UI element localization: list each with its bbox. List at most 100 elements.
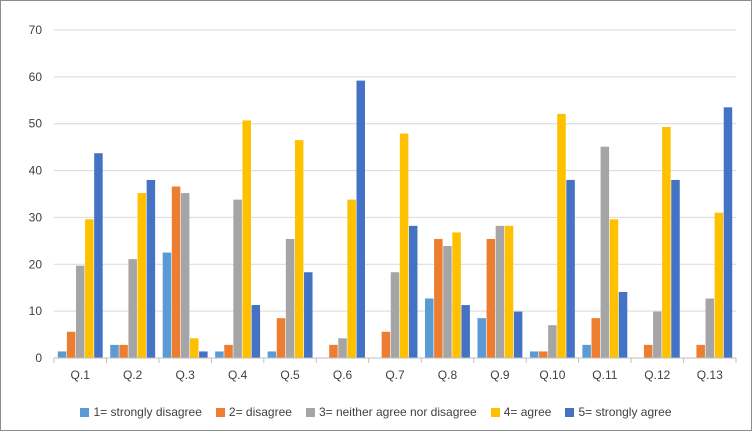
x-tick-label: Q.12 [644,368,670,382]
bar [171,186,181,358]
bar [591,318,600,358]
bar [304,272,313,358]
bar [513,311,523,358]
legend-item: 1= strongly disagree [80,405,202,419]
legend-label: 4= agree [503,405,552,419]
legend-swatch [215,407,225,417]
gridlines [54,29,736,312]
bar [443,246,452,358]
legend-item: 3= neither agree nor disagree [305,405,477,419]
bar [609,219,619,358]
bar [408,225,418,358]
y-tick-label: 20 [29,257,43,271]
legend: 1= strongly disagree 2= disagree 3= neithe… [1,401,751,423]
y-tick-label: 10 [29,304,43,318]
bar [162,252,172,358]
bar [461,305,470,358]
bar [251,305,261,358]
bar [557,113,566,359]
bar [276,318,286,358]
bar [180,193,190,358]
bar [696,344,705,358]
bar [399,133,409,358]
y-axis-tick-labels: 0 10 20 30 40 50 60 70 [29,23,43,365]
bar [242,120,251,359]
bar [425,298,434,358]
bar [338,338,347,358]
x-tick-label: Q.7 [385,368,405,382]
bar [723,107,733,358]
x-tick-label: Q.1 [71,368,91,382]
bar [662,126,671,359]
bar [671,179,680,358]
x-tick-label: Q.8 [438,368,458,382]
bar [529,351,539,358]
bar [381,331,391,358]
legend-label: 2= disagree [228,405,292,419]
bar [199,351,208,358]
bar [128,259,137,358]
bar [215,351,224,358]
y-tick-label: 70 [29,23,43,37]
bar [548,325,557,358]
bar [566,179,575,358]
y-tick-label: 60 [29,70,43,84]
x-axis-tick-labels: Q.1 Q.2 Q.3 Q.4 Q.5 Q.6 Q.7 Q.8 Q.9 Q.10 Q.11 Q.12 Q… [53,358,737,382]
legend-label: 3= neither agree nor disagree [318,405,477,419]
bar [119,344,128,358]
bar [224,344,233,358]
legend-swatch [490,407,500,417]
bar [495,225,505,358]
bar [137,193,147,358]
x-tick-label: Q.5 [280,368,300,382]
bar [94,153,103,358]
x-tick-label: Q.4 [228,368,248,382]
bar [643,344,653,358]
bar [705,298,715,358]
bar [85,219,94,358]
bar [66,331,76,358]
x-tick-label: Q.6 [333,368,353,382]
bar [356,80,365,359]
legend-item: 5= strongly agree [565,405,672,419]
legend-label: 5= strongly agree [578,405,672,419]
bars [57,80,733,359]
x-tick-label: Q.11 [592,368,617,382]
bar [294,140,304,358]
legend-item: 4= agree [490,405,552,419]
legend-swatch [565,407,575,417]
bar [233,199,242,358]
legend-swatch [305,407,315,417]
bar [285,238,295,358]
legend-label: 1= strongly disagree [93,405,202,419]
bar [75,265,85,358]
bar [539,351,548,358]
bar [504,225,514,358]
bar [486,238,496,358]
legend-item: 2= disagree [215,405,292,419]
bar [477,318,486,358]
bar [618,291,628,358]
x-tick-label: Q.9 [490,368,510,382]
bar [390,272,400,358]
y-tick-label: 40 [29,164,43,178]
x-tick-label: Q.13 [697,368,723,382]
bar [110,344,119,358]
bar [714,212,724,358]
x-tick-label: Q.3 [175,368,195,382]
bar [146,179,156,358]
bar [57,351,67,358]
y-tick-label: 30 [29,210,43,224]
bar [347,199,356,358]
legend-swatch [80,407,90,417]
y-tick-label: 50 [29,117,43,131]
bar [434,238,443,358]
bar [267,351,277,358]
bar-chart: 0 10 20 30 40 50 60 70 Q.1 Q.2 Q.3 Q.4 Q.5 Q.6 Q.7 Q.8… [29,23,737,382]
x-tick-label: Q.2 [123,368,143,382]
bar [452,232,461,358]
bar [582,344,591,358]
bar [329,344,338,358]
x-tick-label: Q.10 [539,368,565,382]
